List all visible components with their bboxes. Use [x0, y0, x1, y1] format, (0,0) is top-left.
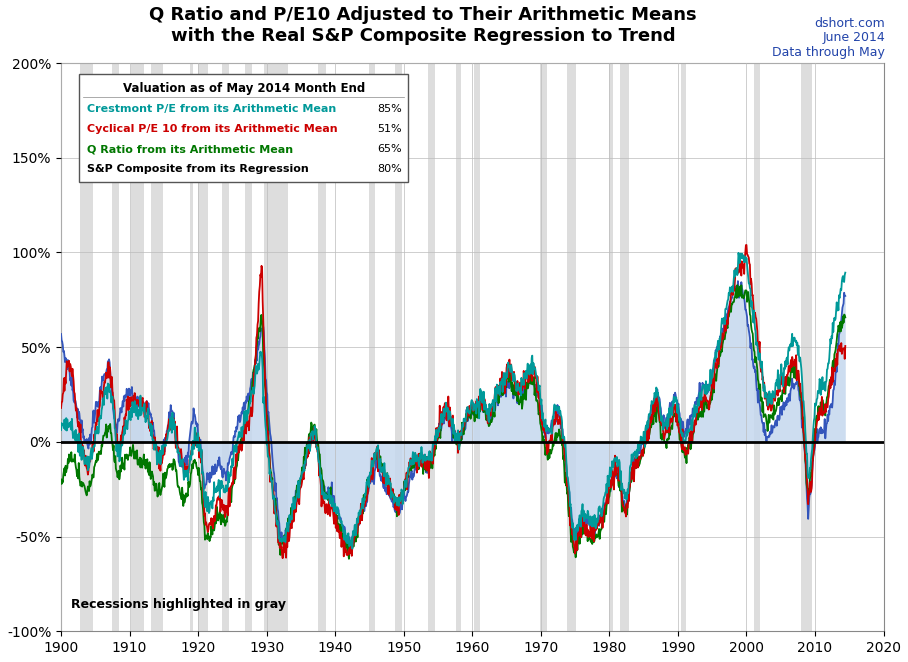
Text: Crestmont P/E from its Arithmetic Mean: Crestmont P/E from its Arithmetic Mean	[87, 104, 337, 114]
Bar	[755, 63, 760, 632]
Text: Valuation as of May 2014 Month End: Valuation as of May 2014 Month End	[123, 82, 365, 95]
Bar	[429, 63, 435, 632]
Text: June 2014: June 2014	[823, 31, 885, 44]
Bar	[457, 63, 461, 632]
Text: Q Ratio from its Arithmetic Mean: Q Ratio from its Arithmetic Mean	[87, 144, 293, 154]
Bar	[198, 63, 209, 632]
Bar	[80, 63, 93, 632]
Bar	[370, 63, 375, 632]
Text: S&P Composite from its Regression: S&P Composite from its Regression	[87, 164, 309, 174]
Bar	[112, 63, 119, 632]
Text: Data through May: Data through May	[773, 46, 885, 59]
Bar	[245, 63, 252, 632]
Bar	[190, 63, 193, 632]
Bar	[474, 63, 480, 632]
Bar	[609, 63, 613, 632]
Bar	[264, 63, 289, 632]
Text: dshort.com: dshort.com	[814, 17, 885, 30]
Text: 51%: 51%	[377, 124, 401, 134]
Bar	[131, 63, 144, 632]
Bar	[540, 63, 548, 632]
Bar	[568, 63, 577, 632]
Title: Q Ratio and P/E10 Adjusted to Their Arithmetic Means
with the Real S&P Composite: Q Ratio and P/E10 Adjusted to Their Arit…	[149, 6, 696, 44]
Text: 85%: 85%	[377, 104, 401, 114]
FancyBboxPatch shape	[79, 74, 408, 183]
Text: Recessions highlighted in gray: Recessions highlighted in gray	[71, 598, 286, 612]
Bar	[222, 63, 229, 632]
Text: 65%: 65%	[377, 144, 401, 154]
Text: 80%: 80%	[377, 164, 401, 174]
Bar	[152, 63, 163, 632]
Bar	[681, 63, 686, 632]
Bar	[801, 63, 812, 632]
Bar	[318, 63, 326, 632]
Bar	[395, 63, 402, 632]
Bar	[619, 63, 629, 632]
Text: Cyclical P/E 10 from its Arithmetic Mean: Cyclical P/E 10 from its Arithmetic Mean	[87, 124, 338, 134]
